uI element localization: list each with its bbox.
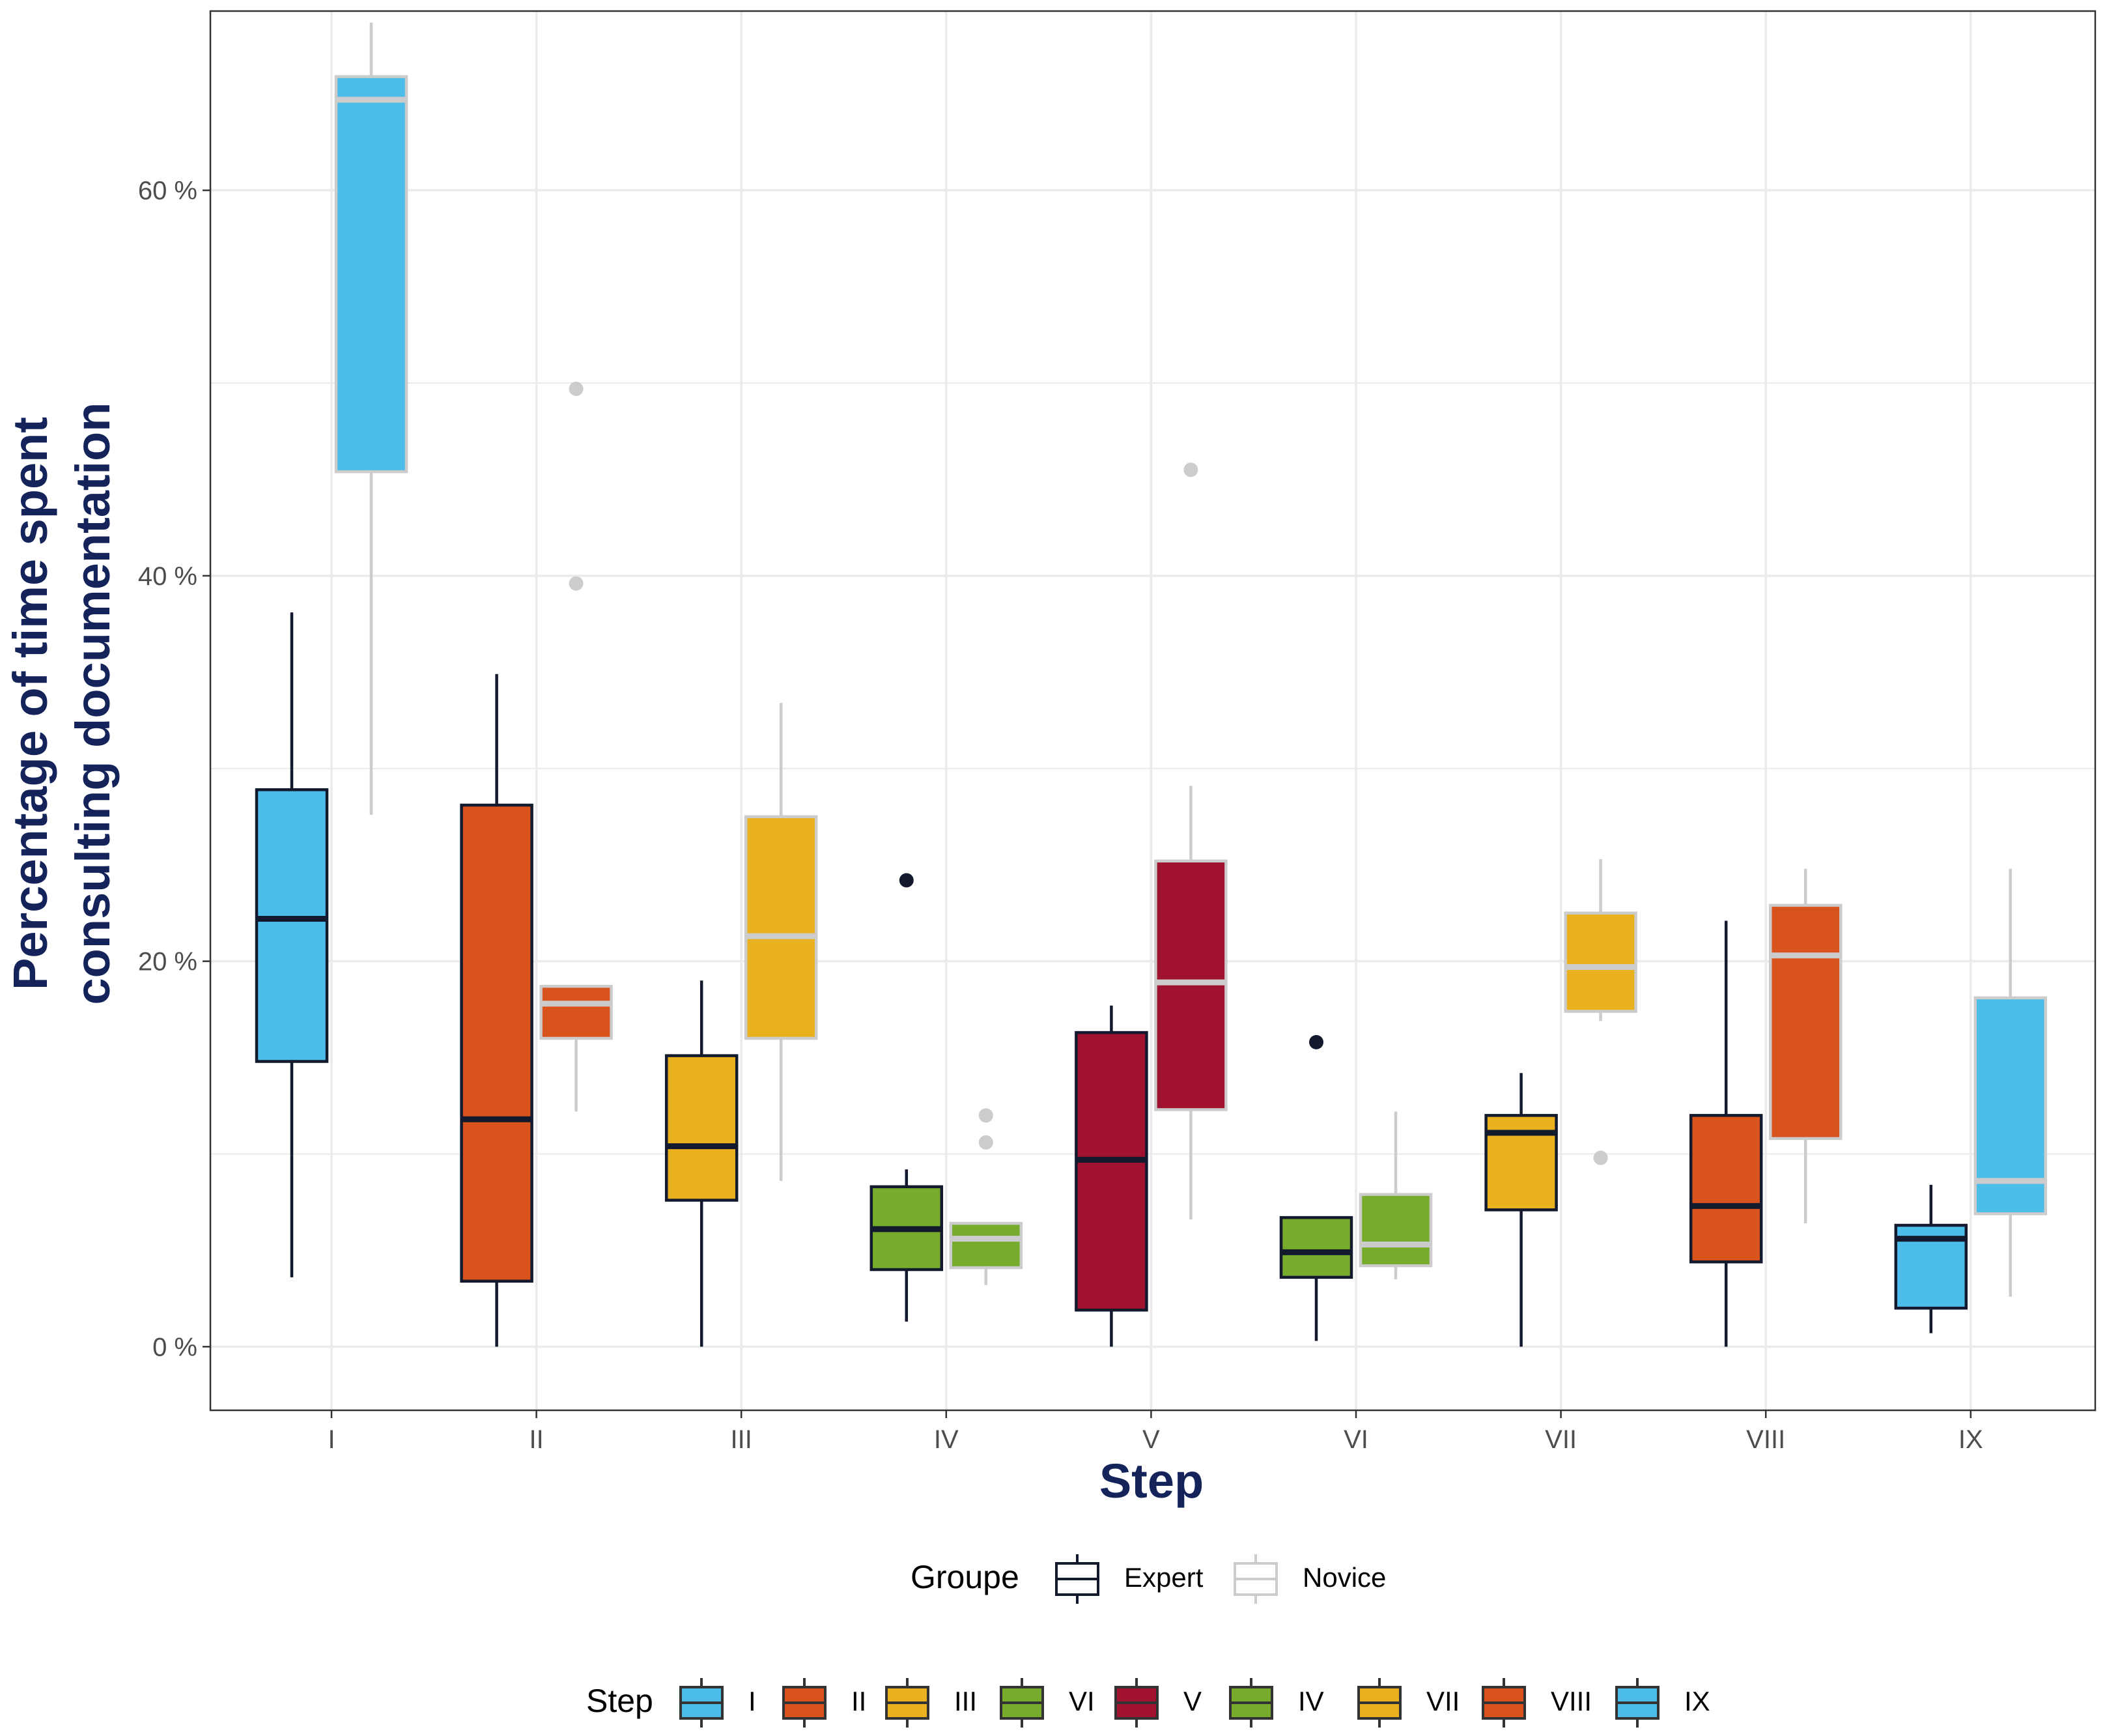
x-tick-label-2: III bbox=[731, 1425, 752, 1454]
box-v-novice bbox=[1154, 462, 1228, 1220]
box-viii-expert-iqr bbox=[1689, 1114, 1763, 1264]
box-i-expert bbox=[255, 612, 329, 1277]
y-axis-title-line-2: consulting documentation bbox=[66, 403, 120, 1005]
y-axis: 0 % 20 % 40 % 60 % bbox=[138, 177, 210, 1361]
x-axis-title: Step bbox=[1099, 1454, 1204, 1508]
box-v-novice-outlier-0 bbox=[1183, 462, 1198, 477]
box-vii-novice-iqr bbox=[1564, 911, 1637, 1013]
legend-step-key-4 bbox=[1114, 1678, 1159, 1728]
box-ii-expert-iqr bbox=[460, 803, 533, 1283]
box-vii-expert bbox=[1484, 1073, 1558, 1347]
box-vii-expert-iqr bbox=[1484, 1114, 1558, 1212]
x-tick-label-7: VIII bbox=[1746, 1425, 1785, 1454]
legend-step-key-7 bbox=[1482, 1678, 1526, 1728]
box-vi-novice bbox=[1359, 1111, 1433, 1279]
legend-groupe-title: Groupe bbox=[911, 1559, 1019, 1595]
box-vii-novice bbox=[1564, 859, 1637, 1165]
box-viii-expert bbox=[1689, 920, 1763, 1347]
box-ii-novice-iqr bbox=[539, 984, 613, 1040]
legend-step-key-3 bbox=[1000, 1678, 1044, 1728]
legend-step-label-5: IV bbox=[1298, 1686, 1324, 1716]
y-tick-label-0: 0 % bbox=[152, 1333, 197, 1361]
legend-key-expert bbox=[1055, 1554, 1099, 1604]
y-axis-title-line-1: Percentage of time spent bbox=[3, 417, 57, 990]
box-series bbox=[255, 22, 2048, 1347]
box-iii-novice-iqr bbox=[744, 815, 818, 1040]
legend-step-key-1 bbox=[782, 1678, 826, 1728]
y-tick-label-1: 20 % bbox=[138, 948, 197, 976]
box-vi-expert-iqr bbox=[1279, 1216, 1353, 1279]
plot-panel bbox=[209, 10, 2097, 1412]
legend-step-label-1: II bbox=[851, 1686, 866, 1716]
x-tick-label-3: IV bbox=[934, 1425, 959, 1454]
box-vi-novice-iqr bbox=[1359, 1193, 1433, 1268]
box-v-expert bbox=[1075, 1005, 1148, 1347]
box-iv-expert bbox=[869, 873, 944, 1322]
y-tick-label-2: 40 % bbox=[138, 562, 197, 591]
legend-step-key-6 bbox=[1357, 1678, 1402, 1728]
legend-label-novice: Novice bbox=[1303, 1562, 1386, 1593]
legend-step-label-7: VIII bbox=[1551, 1686, 1592, 1716]
x-axis: I II III IV V VI VII VIII IX bbox=[328, 1410, 1983, 1454]
box-v-expert-iqr bbox=[1075, 1031, 1148, 1312]
x-tick-label-4: V bbox=[1142, 1425, 1160, 1454]
legend-step: Step I II III VI V IV VII VIII IX bbox=[586, 1678, 1710, 1728]
box-iii-expert-iqr bbox=[664, 1054, 739, 1202]
box-i-expert-iqr bbox=[255, 788, 329, 1063]
x-tick-label-8: IX bbox=[1958, 1425, 1983, 1454]
legend-groupe: Groupe Expert Novice bbox=[911, 1554, 1386, 1604]
box-viii-novice bbox=[1768, 868, 1843, 1224]
box-ix-novice-iqr bbox=[1973, 996, 2048, 1216]
x-tick-label-0: I bbox=[328, 1425, 335, 1454]
box-vi-expert-outlier-0 bbox=[1309, 1034, 1323, 1049]
legend-step-title: Step bbox=[586, 1683, 653, 1719]
legend-step-label-8: IX bbox=[1684, 1686, 1710, 1716]
box-i-novice bbox=[334, 22, 408, 815]
box-iv-expert-outlier-0 bbox=[899, 873, 914, 888]
box-ii-expert bbox=[460, 674, 533, 1347]
box-iii-expert bbox=[664, 980, 739, 1347]
box-ii-novice-outlier-0 bbox=[569, 576, 584, 591]
legend-step-items: I II III VI V IV VII VIII IX bbox=[679, 1678, 1710, 1728]
legend-step-label-6: VII bbox=[1426, 1686, 1460, 1716]
legend-step-key-2 bbox=[885, 1678, 929, 1728]
box-iii-novice bbox=[744, 703, 818, 1181]
box-iv-novice-iqr bbox=[949, 1221, 1023, 1270]
x-tick-label-5: VI bbox=[1344, 1425, 1368, 1454]
legend-step-label-2: III bbox=[954, 1686, 977, 1716]
box-ix-expert bbox=[1894, 1184, 1968, 1333]
box-iv-novice-outlier-0 bbox=[978, 1135, 993, 1150]
box-ix-novice bbox=[1973, 868, 2048, 1297]
legend-step-key-8 bbox=[1615, 1678, 1660, 1728]
box-viii-novice-iqr bbox=[1768, 904, 1843, 1141]
panel-border bbox=[209, 10, 2097, 1412]
legend-step-key-5 bbox=[1229, 1678, 1273, 1728]
y-tick-label-3: 60 % bbox=[138, 177, 197, 205]
box-iv-novice-outlier-1 bbox=[978, 1108, 993, 1123]
box-vi-expert bbox=[1279, 1034, 1353, 1341]
legend-step-key-0 bbox=[679, 1678, 724, 1728]
box-i-novice-iqr bbox=[334, 75, 408, 474]
legend-step-label-3: VI bbox=[1069, 1686, 1095, 1716]
box-vii-novice-outlier-0 bbox=[1593, 1150, 1608, 1165]
x-tick-label-6: VII bbox=[1545, 1425, 1577, 1454]
x-tick-label-1: II bbox=[529, 1425, 543, 1454]
legend-key-novice bbox=[1234, 1554, 1278, 1604]
box-ii-novice bbox=[539, 381, 613, 1112]
legend-label-expert: Expert bbox=[1124, 1562, 1204, 1593]
box-iv-novice bbox=[949, 1108, 1023, 1285]
legend-step-label-0: I bbox=[748, 1686, 756, 1716]
box-ii-novice-outlier-1 bbox=[569, 381, 584, 396]
legend-step-label-4: V bbox=[1183, 1686, 1202, 1716]
y-axis-title: Percentage of time spent consulting docu… bbox=[3, 403, 120, 1005]
